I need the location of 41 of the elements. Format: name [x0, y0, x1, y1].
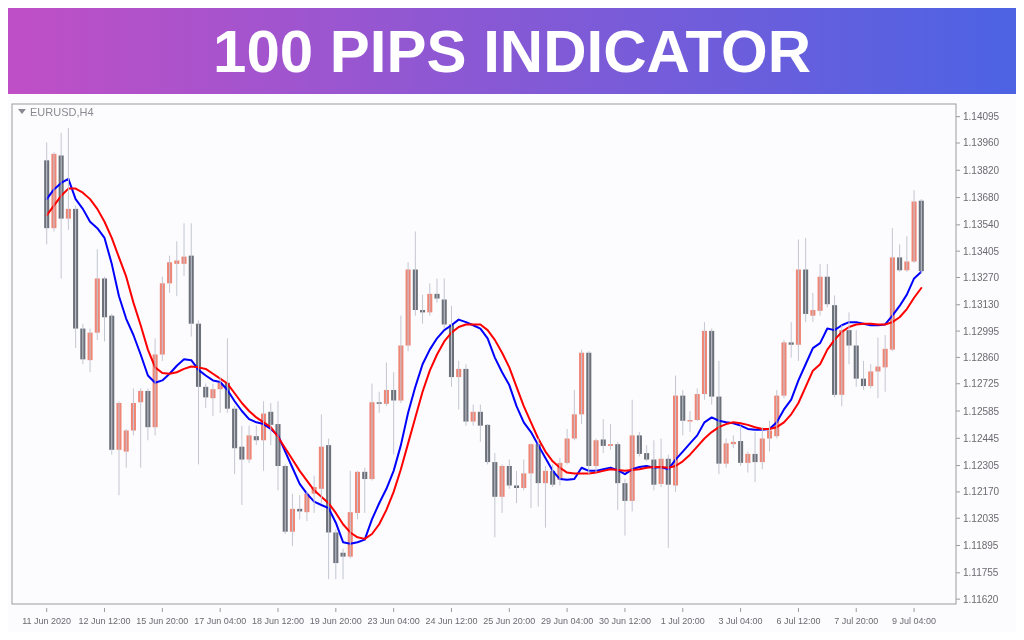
x-tick-label: 12 Jun 12:00 — [78, 616, 131, 626]
y-tick-label: 1.13540 — [963, 219, 1000, 231]
x-tick-label: 7 Jul 20:00 — [834, 616, 879, 626]
candlestick — [376, 391, 382, 414]
y-tick-label: 1.11620 — [963, 593, 999, 605]
candlestick — [514, 470, 520, 504]
y-tick-label: 1.13130 — [963, 299, 1000, 311]
x-tick-label: 17 Jun 04:00 — [194, 616, 247, 626]
y-tick-label: 1.13270 — [963, 271, 1000, 283]
x-tick-label: 1 Jul 20:00 — [660, 616, 705, 626]
x-tick-label: 18 Jun 12:00 — [251, 616, 305, 626]
y-tick-label: 1.12995 — [963, 325, 1000, 337]
x-tick-label: 6 Jul 12:00 — [776, 616, 821, 626]
x-tick-label: 19 Jun 20:00 — [309, 616, 362, 626]
y-tick-label: 1.11755 — [963, 567, 999, 579]
x-tick-label: 15 Jun 20:00 — [136, 616, 189, 626]
y-tick-label: 1.12860 — [963, 351, 1000, 363]
y-tick-label: 1.12035 — [963, 512, 1000, 524]
y-tick-label: 1.12170 — [963, 486, 1000, 498]
x-tick-label: 30 Jun 12:00 — [598, 616, 651, 626]
x-tick-label: 29 Jun 04:00 — [541, 616, 594, 626]
y-tick-label: 1.13405 — [963, 245, 1000, 257]
x-tick-label: 23 Jun 04:00 — [367, 616, 420, 626]
candlestick — [788, 321, 794, 359]
y-tick-label: 1.12305 — [963, 460, 1000, 472]
chart-title: 100 PIPS INDICATOR — [213, 18, 811, 85]
x-tick-label: 24 Jun 12:00 — [425, 616, 478, 626]
y-tick-label: 1.12585 — [963, 405, 1000, 417]
x-tick-label: 9 Jul 04:00 — [892, 616, 937, 626]
y-tick-label: 1.12445 — [963, 432, 1000, 444]
x-tick-label: 25 Jun 20:00 — [483, 616, 536, 626]
y-tick-label: 1.13960 — [963, 137, 1000, 149]
chart-subtitle: EURUSD,H4 — [30, 106, 94, 118]
y-tick-label: 1.14095 — [963, 111, 1000, 123]
y-tick-label: 1.13680 — [963, 192, 1000, 204]
x-tick-label: 11 Jun 2020 — [22, 616, 72, 626]
y-tick-label: 1.12725 — [963, 378, 1000, 390]
y-tick-label: 1.11895 — [963, 540, 999, 552]
x-tick-label: 3 Jul 04:00 — [718, 616, 763, 626]
candlestick — [687, 410, 693, 433]
y-tick-label: 1.13820 — [963, 164, 1000, 176]
